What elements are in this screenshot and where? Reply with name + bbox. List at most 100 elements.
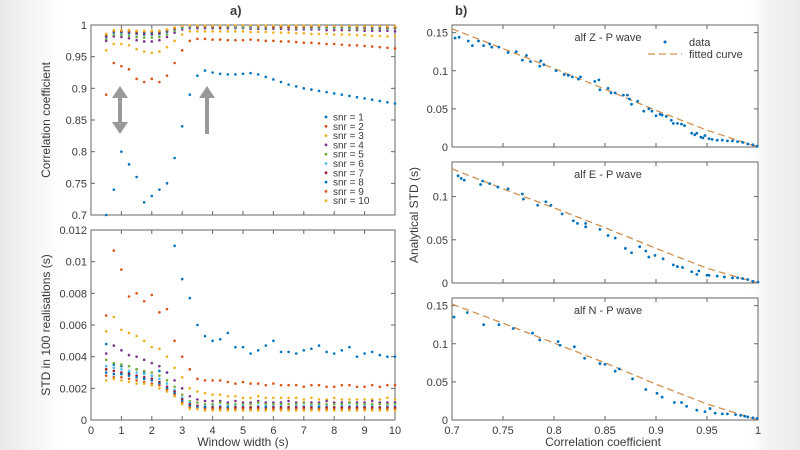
data-point	[490, 45, 494, 49]
data-point	[457, 35, 461, 39]
data-point	[241, 72, 245, 76]
data-point	[703, 134, 707, 137]
legend-label: snr = 2	[333, 122, 364, 133]
data-point	[325, 42, 328, 46]
data-point	[218, 379, 222, 382]
data-point	[720, 412, 724, 416]
data-point	[707, 137, 711, 141]
series-snr-10	[104, 24, 397, 36]
data-point	[127, 295, 131, 298]
data-point	[112, 372, 116, 376]
data-point	[598, 228, 602, 231]
data-point	[332, 92, 336, 95]
data-point	[165, 307, 169, 311]
data-point	[531, 331, 534, 335]
data-point	[294, 352, 298, 355]
data-point	[249, 409, 252, 412]
data-point	[104, 371, 108, 374]
data-point	[127, 369, 131, 373]
data-point	[279, 396, 283, 400]
data-point	[525, 54, 528, 57]
data-point	[135, 382, 138, 385]
data-point	[173, 385, 176, 389]
data-point	[393, 383, 397, 387]
data-point	[120, 363, 123, 366]
x-tick-label: 1	[118, 425, 124, 437]
data-point	[165, 74, 169, 77]
data-point	[104, 314, 108, 317]
data-point	[196, 323, 199, 327]
data-point	[302, 409, 306, 412]
data-point	[104, 352, 108, 355]
data-point	[218, 24, 222, 27]
data-point	[256, 38, 260, 42]
axes-b-2: 0 0.05 0.1 alf E - P wave	[427, 161, 760, 290]
data-point	[211, 409, 214, 412]
data-point	[577, 77, 580, 81]
data-point	[626, 93, 629, 97]
data-point	[746, 142, 750, 146]
data-point	[332, 28, 336, 32]
data-point	[302, 31, 306, 35]
data-point	[549, 203, 553, 207]
data-point	[150, 374, 154, 377]
data-point	[644, 249, 648, 253]
data-point	[218, 393, 222, 396]
y-tick-label: 0.012	[59, 225, 87, 237]
data-point	[127, 163, 131, 166]
data-point	[294, 85, 298, 88]
y-tick-label: 0.15	[427, 301, 448, 313]
data-point	[562, 73, 566, 76]
data-point	[482, 44, 486, 47]
data-point	[112, 35, 116, 38]
data-point	[302, 24, 306, 27]
data-point	[287, 396, 290, 400]
data-point	[302, 401, 306, 404]
data-point	[488, 42, 492, 46]
data-point	[370, 24, 374, 28]
data-point	[751, 279, 755, 283]
data-point	[173, 379, 176, 382]
data-point	[158, 369, 161, 373]
data-point	[317, 24, 321, 27]
data-point	[571, 219, 575, 223]
data-point	[355, 43, 359, 47]
data-point	[279, 350, 283, 354]
data-point	[340, 383, 344, 387]
data-point	[272, 382, 275, 385]
data-point	[165, 355, 169, 358]
data-point	[279, 31, 283, 34]
data-point	[135, 379, 138, 382]
data-point	[302, 87, 306, 90]
data-point	[332, 396, 336, 400]
data-point	[256, 409, 260, 412]
data-point	[393, 24, 397, 28]
y-tick-label: 1	[81, 20, 87, 32]
data-point	[302, 349, 306, 352]
data-point	[317, 383, 321, 387]
data-point	[302, 41, 306, 45]
legend-label-fit: fitted curve	[689, 49, 743, 61]
data-point	[173, 39, 176, 43]
data-point	[317, 409, 321, 412]
data-point	[707, 273, 711, 277]
data-point	[671, 121, 675, 125]
data-point	[363, 97, 366, 100]
data-point	[158, 29, 161, 32]
data-point	[104, 358, 108, 362]
data-point	[378, 398, 382, 401]
legend-label: snr = 4	[333, 140, 364, 151]
data-points	[452, 311, 759, 420]
series-snr-2	[104, 249, 397, 389]
data-point	[180, 387, 184, 390]
data-point	[378, 402, 382, 406]
data-point	[135, 175, 138, 179]
data-point	[196, 24, 199, 27]
data-point	[104, 32, 108, 36]
legend-marker	[324, 180, 328, 184]
data-point	[363, 33, 366, 37]
data-point	[506, 51, 510, 54]
data-point	[340, 33, 344, 36]
data-point	[173, 244, 176, 248]
series-snr-1	[104, 69, 397, 217]
